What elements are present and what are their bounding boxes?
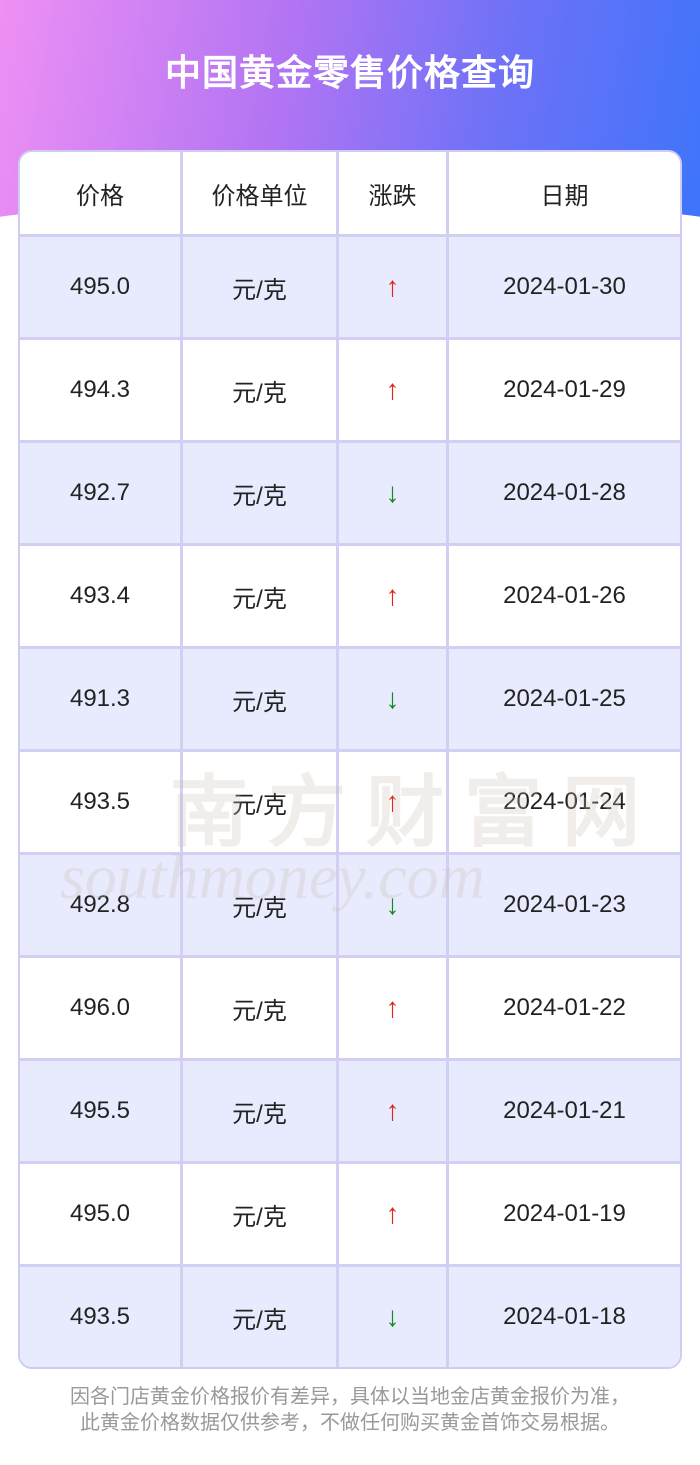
trend-arrow: ↓ <box>336 1267 446 1367</box>
table-row: 493.5 元/克 ↑ 2024-01-24 <box>20 749 680 852</box>
column-header: 价格 <box>76 182 124 210</box>
table-cell: 元/克 <box>180 855 336 955</box>
table-cell: 494.3 <box>69 376 131 403</box>
trend-arrow: ↓ <box>336 443 446 543</box>
table-row: 495.0 元/克 ↑ 2024-01-30 <box>20 234 680 337</box>
table-cell: 2024-01-24 <box>446 752 680 852</box>
table-row: 495.0 元/克 ↑ 2024-01-19 <box>20 1161 680 1264</box>
table-cell: 493.5 <box>69 788 131 815</box>
table-cell: 493.4 <box>69 582 131 609</box>
table-cell: 2024-01-28 <box>446 443 680 543</box>
table-cell: 元/克 <box>180 237 336 337</box>
trend-arrow: ↑ <box>336 752 446 852</box>
table-row: 493.4 元/克 ↑ 2024-01-26 <box>20 543 680 646</box>
table-cell: 元/克 <box>180 1267 336 1367</box>
table-cell: 2024-01-19 <box>446 1164 680 1264</box>
trend-arrow: ↑ <box>336 340 446 440</box>
trend-arrow: ↑ <box>336 1164 446 1264</box>
column-header: 日期 <box>446 152 680 234</box>
column-header: 涨跌 <box>336 152 446 234</box>
table-row: 493.5 元/克 ↓ 2024-01-18 <box>20 1264 680 1367</box>
table-row: 496.0 元/克 ↑ 2024-01-22 <box>20 955 680 1058</box>
table-cell: 491.3 <box>69 685 131 712</box>
price-table: 价格 价格单位 涨跌 日期 495.0 元/克 ↑ 2024-01-30 494.3 元/克 ↑ 20… <box>18 150 682 1369</box>
table-cell: 496.0 <box>69 994 131 1021</box>
table-cell: 元/克 <box>180 1164 336 1264</box>
table-cell: 2024-01-29 <box>446 340 680 440</box>
table-row: 495.5 元/克 ↑ 2024-01-21 <box>20 1058 680 1161</box>
table-cell: 492.7 <box>69 479 131 506</box>
trend-arrow: ↑ <box>336 237 446 337</box>
table-cell: 元/克 <box>180 443 336 543</box>
table-cell: 元/克 <box>180 340 336 440</box>
table-cell: 元/克 <box>180 1061 336 1161</box>
table-cell: 2024-01-23 <box>446 855 680 955</box>
table-cell: 495.5 <box>69 1097 131 1124</box>
table-cell: 492.8 <box>69 891 131 918</box>
table-cell: 元/克 <box>180 649 336 749</box>
table-cell: 2024-01-26 <box>446 546 680 646</box>
column-header: 价格单位 <box>180 152 336 234</box>
footer-note: 因各门店黄金价格报价有差异，具体以当地金店黄金报价为准，此黄金价格数据仅供参考，… <box>70 1386 630 1434</box>
table-cell: 2024-01-30 <box>446 237 680 337</box>
table-cell: 495.0 <box>69 1200 131 1227</box>
table-cell: 2024-01-21 <box>446 1061 680 1161</box>
table-cell: 元/克 <box>180 958 336 1058</box>
table-cell: 493.5 <box>69 1303 131 1330</box>
trend-arrow: ↓ <box>336 855 446 955</box>
table-cell: 元/克 <box>180 546 336 646</box>
trend-arrow: ↑ <box>336 546 446 646</box>
header-row: 价格 价格单位 涨跌 日期 <box>20 152 680 234</box>
table-row: 491.3 元/克 ↓ 2024-01-25 <box>20 646 680 749</box>
table-cell: 2024-01-25 <box>446 649 680 749</box>
table-cell: 2024-01-18 <box>446 1267 680 1367</box>
trend-arrow: ↑ <box>336 958 446 1058</box>
table-row: 494.3 元/克 ↑ 2024-01-29 <box>20 337 680 440</box>
table-row: 492.8 元/克 ↓ 2024-01-23 <box>20 852 680 955</box>
table-cell: 495.0 <box>69 273 131 300</box>
trend-arrow: ↑ <box>336 1061 446 1161</box>
table-cell: 元/克 <box>180 752 336 852</box>
table-row: 492.7 元/克 ↓ 2024-01-28 <box>20 440 680 543</box>
table-cell: 2024-01-22 <box>446 958 680 1058</box>
trend-arrow: ↓ <box>336 649 446 749</box>
page-title: 中国黄金零售价格查询 <box>164 52 535 93</box>
